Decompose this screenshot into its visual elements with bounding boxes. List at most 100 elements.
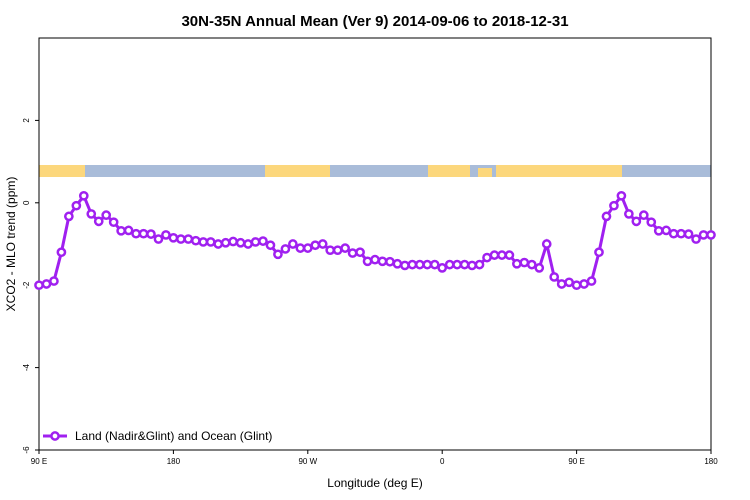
point xyxy=(146,229,156,239)
point xyxy=(213,239,224,249)
point xyxy=(482,252,492,263)
chart-title: 30N-35N Annual Mean (Ver 9) 2014-09-06 t… xyxy=(181,13,568,30)
point xyxy=(601,211,612,222)
y-tick-label: -6 xyxy=(22,446,31,454)
point xyxy=(541,239,552,249)
y-tick-label: 2 xyxy=(22,118,31,123)
x-tick-label: 0 xyxy=(440,457,445,466)
point xyxy=(34,280,44,291)
point xyxy=(131,228,141,239)
point xyxy=(56,247,67,258)
point xyxy=(661,225,672,236)
x-tick-label: 180 xyxy=(704,457,718,466)
y-tick-label: -2 xyxy=(22,281,31,289)
x-tick-label: 180 xyxy=(167,457,181,466)
point xyxy=(571,280,582,291)
point xyxy=(362,256,373,267)
point xyxy=(526,259,537,270)
point xyxy=(668,228,679,239)
point xyxy=(444,259,455,270)
point xyxy=(616,190,627,201)
point xyxy=(638,210,649,221)
point xyxy=(683,229,694,239)
legend-marker xyxy=(50,431,60,441)
point xyxy=(41,279,52,289)
point xyxy=(71,200,82,211)
point xyxy=(265,240,276,251)
point xyxy=(474,259,485,270)
y-tick-label: 0 xyxy=(22,200,31,205)
land-band xyxy=(428,165,470,177)
point xyxy=(49,276,59,286)
point xyxy=(332,245,343,256)
point xyxy=(392,258,403,269)
point xyxy=(355,247,365,258)
point xyxy=(519,257,530,268)
point xyxy=(646,217,657,228)
point xyxy=(549,272,560,282)
point xyxy=(422,259,433,270)
point xyxy=(295,243,306,253)
point xyxy=(310,240,321,251)
point xyxy=(153,234,164,244)
land-band xyxy=(265,165,330,177)
point xyxy=(101,210,112,221)
point xyxy=(631,216,642,227)
point xyxy=(414,259,425,270)
point xyxy=(340,243,350,253)
point xyxy=(228,236,238,247)
point xyxy=(176,234,186,244)
point xyxy=(504,250,515,260)
point xyxy=(706,230,716,240)
point xyxy=(534,263,545,273)
point xyxy=(437,263,448,273)
point xyxy=(250,237,261,247)
point xyxy=(370,254,380,265)
legend-label: Land (Nadir&Glint) and Ocean (Glint) xyxy=(75,429,272,443)
point xyxy=(653,225,664,236)
point xyxy=(691,234,701,244)
point xyxy=(288,239,298,249)
point xyxy=(280,244,291,254)
point xyxy=(676,228,686,239)
x-tick-label: 90 E xyxy=(31,457,47,466)
point xyxy=(429,259,440,270)
x-tick-label: 90 E xyxy=(568,457,584,466)
point xyxy=(108,217,119,228)
point xyxy=(93,216,104,227)
point xyxy=(325,245,336,256)
point xyxy=(400,260,410,271)
point xyxy=(86,209,97,219)
point xyxy=(497,250,507,260)
point xyxy=(698,230,709,240)
point xyxy=(609,200,619,211)
y-tick-label: -4 xyxy=(22,363,31,371)
y-axis-label: XCO2 - MLO trend (ppm) xyxy=(4,177,18,312)
point xyxy=(317,239,328,249)
land-band xyxy=(496,165,622,177)
point xyxy=(407,259,418,270)
point xyxy=(78,190,89,201)
point xyxy=(123,225,134,236)
point xyxy=(302,243,313,253)
point xyxy=(594,247,604,258)
plot-frame xyxy=(38,37,712,451)
x-tick-label: 90 W xyxy=(298,457,317,466)
point xyxy=(190,235,201,246)
point xyxy=(138,228,149,239)
point xyxy=(512,258,522,269)
point xyxy=(161,230,171,240)
series-line xyxy=(38,192,711,287)
point xyxy=(579,279,589,289)
point xyxy=(452,259,462,270)
point xyxy=(183,234,194,244)
land-band xyxy=(39,165,85,177)
point xyxy=(489,250,500,260)
point xyxy=(235,237,246,248)
point xyxy=(220,237,231,248)
point xyxy=(564,277,574,288)
land-band xyxy=(478,168,492,177)
point xyxy=(273,249,283,260)
point xyxy=(556,279,567,289)
